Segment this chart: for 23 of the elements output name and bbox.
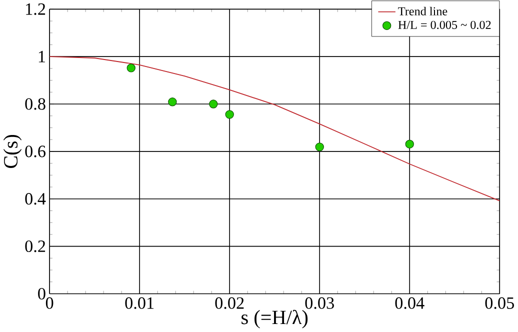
y-tick-label: 0.2 bbox=[25, 240, 46, 252]
point bbox=[126, 64, 136, 72]
x-tick-label: 0.05 bbox=[485, 297, 514, 310]
y-tick-label: 0.4 bbox=[25, 193, 46, 205]
x-tick-label: 0.02 bbox=[215, 297, 244, 310]
x-tick-label: 0.01 bbox=[125, 297, 154, 310]
point bbox=[168, 98, 177, 106]
y-tick-label: 0.6 bbox=[25, 146, 46, 158]
x-tick-label: 0.03 bbox=[305, 297, 334, 310]
y-tick-label: 1.2 bbox=[26, 4, 46, 16]
x-axis-title: s (=H/λ) bbox=[242, 310, 308, 328]
line-series bbox=[50, 56, 500, 202]
legend-label: H/L = 0.005 ~ 0.02 bbox=[398, 20, 491, 30]
x-tick-label: 0.04 bbox=[395, 297, 424, 310]
point bbox=[315, 142, 324, 152]
point bbox=[209, 100, 218, 109]
y-tick-label: 0.8 bbox=[25, 98, 46, 110]
point bbox=[225, 110, 234, 119]
y-axis-title: C(s) bbox=[3, 135, 22, 168]
point bbox=[405, 140, 414, 149]
legend-label: Trend line bbox=[398, 7, 448, 16]
y-tick-label: 1 bbox=[38, 51, 45, 62]
y-tick-label: 0 bbox=[38, 288, 46, 300]
